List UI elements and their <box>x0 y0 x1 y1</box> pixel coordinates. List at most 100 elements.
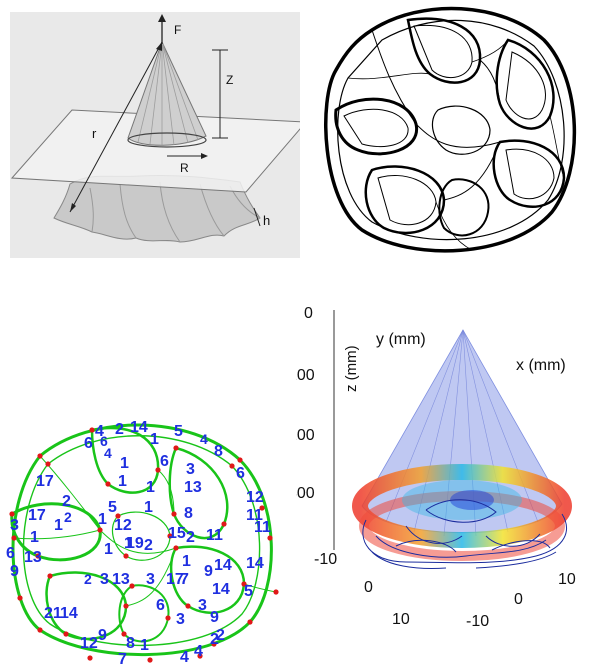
edge-label: 6 <box>236 465 245 482</box>
graph-node <box>123 553 129 559</box>
graph-node <box>9 511 15 517</box>
edge-label: 13 <box>112 571 130 588</box>
y-tick-0: 0 <box>364 579 373 596</box>
z-tick-0: 0 <box>304 305 313 322</box>
cone-diagram: F Z R r h <box>10 12 300 258</box>
edge-label: 2 <box>84 571 92 587</box>
edge-label: 14 <box>246 555 264 572</box>
edge-label: 1 <box>54 517 63 534</box>
edge-label: 2 <box>216 627 225 644</box>
edge-label: 7 <box>180 571 189 588</box>
edge-label: 11 <box>206 527 223 544</box>
edge-label: 2 <box>144 537 153 554</box>
graph-node <box>155 467 161 473</box>
edge-label: 14 <box>212 581 230 598</box>
edge-label: 2 <box>210 631 219 648</box>
edge-label: 3 <box>10 517 19 534</box>
edge-label: 12 <box>114 517 132 534</box>
edge-label: 13 <box>184 479 202 496</box>
x-tick-0: 0 <box>514 591 523 608</box>
cone-3d-plot: 0 100 200 300 z (mm) y (mm) x (mm) -10 0… <box>296 300 589 670</box>
edge-label: 14 <box>130 419 148 436</box>
edge-label: 4 <box>194 643 203 660</box>
graph-node <box>89 427 95 433</box>
edge-label: 9 <box>210 609 219 626</box>
edge-label: 3 <box>146 571 155 588</box>
graph-node <box>173 445 179 451</box>
edge-label: 1 <box>146 479 155 496</box>
graph-node <box>129 583 135 589</box>
edge-label: 6 <box>160 453 169 470</box>
graph-node <box>171 511 177 517</box>
edge-label: 12 <box>246 489 264 506</box>
edge-label: 1 <box>104 541 113 558</box>
cutting-plane <box>10 109 300 193</box>
x-axis-label: x (mm) <box>516 357 566 374</box>
edge-label: 11 <box>254 519 271 536</box>
cone-diagram-svg: F Z R r h <box>10 14 300 243</box>
edge-label: 3 <box>176 611 185 628</box>
force-label: F <box>174 23 181 37</box>
z-tick-200: 200 <box>296 427 315 444</box>
graph-node <box>47 573 53 579</box>
edge-label: 14 <box>60 605 78 622</box>
edge-label: 1 <box>182 553 191 570</box>
edge-label: 2 <box>186 529 195 546</box>
edge-label: 4 <box>95 423 104 440</box>
edge-label: 6 <box>84 435 93 452</box>
z-tick-300: 300 <box>296 485 315 502</box>
edge-label: 9 <box>204 563 213 580</box>
edge-label: 5 <box>244 583 253 600</box>
edge-label: 1 <box>144 499 153 516</box>
graph-node <box>37 453 43 459</box>
edge-label: 11 <box>246 507 263 524</box>
edge-label: 1 <box>150 431 159 448</box>
edge-label: 14 <box>214 557 232 574</box>
y-axis-label: y (mm) <box>376 331 426 348</box>
graph-node <box>165 615 171 621</box>
graph-node <box>97 527 103 533</box>
graph-node <box>105 481 111 487</box>
edge-label: 6 <box>100 433 108 449</box>
edge-label: 3 <box>186 461 195 478</box>
graph-node <box>123 603 129 609</box>
x-tick-10: 10 <box>558 571 576 588</box>
edge-label: 19 <box>126 535 144 552</box>
y-tick-10: 10 <box>392 611 410 628</box>
graph-node <box>173 545 179 551</box>
edge-label: 3 <box>198 597 207 614</box>
graph-node <box>185 603 191 609</box>
graph-node <box>221 521 227 527</box>
edge-label: 3 <box>100 571 109 588</box>
edge-label: 1 <box>30 529 39 546</box>
edge-label: 1 <box>124 535 133 552</box>
graph-node <box>241 581 247 587</box>
graph-node <box>121 631 127 637</box>
edge-label: 1 <box>118 473 127 490</box>
edge-label: 7 <box>118 651 127 668</box>
edge-label: 13 <box>24 549 42 566</box>
slant-label: r <box>92 126 97 141</box>
edge-label: 5 <box>174 423 183 440</box>
z-tick-100: 100 <box>296 367 315 384</box>
edge-label: 1 <box>140 637 149 654</box>
edge-label: 15 <box>168 525 186 542</box>
edge-label: 6 <box>6 545 15 562</box>
edge-label: 8 <box>214 443 223 460</box>
graph-node <box>63 631 69 637</box>
graph-node <box>267 535 273 541</box>
x-tick-minus10: -10 <box>466 613 489 630</box>
graph-node <box>147 657 153 663</box>
edge-label: 21 <box>44 605 62 622</box>
edge-label: 1 <box>98 511 107 528</box>
y-tick-minus10: -10 <box>314 551 337 568</box>
graph-node <box>115 513 121 519</box>
edge-label: 9 <box>10 563 19 580</box>
graph-node <box>211 641 217 647</box>
edge-label: 6 <box>156 597 165 614</box>
edge-label: 17 <box>36 473 54 490</box>
edge-label: 4 <box>180 649 189 666</box>
edge-label: 9 <box>98 627 107 644</box>
edge-label: 5 <box>108 499 117 516</box>
